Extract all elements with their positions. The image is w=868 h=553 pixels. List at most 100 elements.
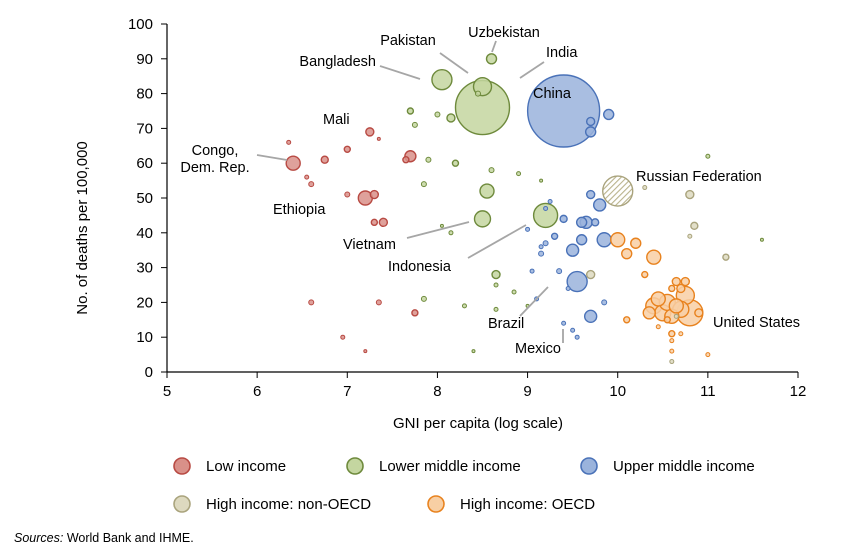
point-high-oecd xyxy=(621,247,633,260)
annotation-label: Mexico xyxy=(515,341,561,357)
point-high-oecd xyxy=(646,249,662,265)
annotation-leader xyxy=(519,286,549,317)
point-high-oecd xyxy=(630,237,642,249)
point-high-oecd xyxy=(642,306,656,320)
point-high-oecd xyxy=(655,324,661,330)
x-tick-label: 6 xyxy=(253,383,261,400)
point-high-non-oecd xyxy=(690,221,699,231)
y-tick-label: 20 xyxy=(136,294,153,311)
point-lower-middle xyxy=(479,183,495,199)
annotation-label: Ethiopia xyxy=(273,202,326,218)
annotation-labels: Pakistan Uzbekistan India Bangladesh China Ma… xyxy=(180,25,800,357)
point-low xyxy=(378,217,389,228)
point-high-oecd xyxy=(668,298,685,314)
point-upper-middle xyxy=(526,74,601,148)
point-high-oecd xyxy=(678,331,684,337)
legend-marker-high-non-oecd xyxy=(173,495,191,513)
point-lower-middle xyxy=(511,289,517,295)
point-high-non-oecd xyxy=(722,253,730,261)
annotation-label: Congo, xyxy=(192,143,239,159)
data-points xyxy=(285,53,764,365)
point-low xyxy=(376,136,381,141)
point-high-oecd xyxy=(680,276,691,287)
point-high-oecd xyxy=(641,270,649,279)
point-high-oecd xyxy=(671,276,682,287)
point-lower-middle xyxy=(488,167,495,174)
point-upper-middle xyxy=(592,198,607,212)
point-lower-middle xyxy=(451,159,460,167)
point-upper-middle xyxy=(525,226,531,232)
point-high-non-oecd xyxy=(673,313,679,319)
point-high-oecd xyxy=(669,338,675,344)
y-tick-label: 40 xyxy=(136,225,153,242)
point-upper-middle xyxy=(570,327,576,333)
point-low xyxy=(286,139,292,145)
point-high-non-oecd xyxy=(642,185,648,191)
point-upper-middle xyxy=(575,234,588,246)
point-lower-middle xyxy=(434,111,441,118)
point-low xyxy=(402,156,410,164)
y-axis-ticks: 0 10 20 30 40 50 60 70 80 90 100 xyxy=(128,16,167,381)
point-low xyxy=(340,334,346,340)
point-upper-middle xyxy=(538,244,544,250)
y-axis-label: No. of deaths per 100,000 xyxy=(74,141,91,314)
y-tick-label: 10 xyxy=(136,329,153,346)
point-low xyxy=(285,155,301,171)
point-upper-middle xyxy=(574,334,580,340)
point-upper-middle xyxy=(583,309,598,324)
point-lower-middle xyxy=(485,53,498,65)
annotation-label: Mali xyxy=(323,112,350,128)
legend-label: Low income xyxy=(206,458,286,475)
y-tick-label: 30 xyxy=(136,260,153,277)
x-tick-label: 7 xyxy=(343,383,351,400)
point-low xyxy=(369,189,380,200)
point-lower-middle xyxy=(759,237,764,242)
point-lower-middle xyxy=(431,68,453,91)
x-axis-label: GNI per capita (log scale) xyxy=(393,415,563,432)
y-tick-label: 100 xyxy=(128,16,153,33)
point-high-oecd xyxy=(610,232,626,248)
annotation-label: Bangladesh xyxy=(299,54,376,70)
point-low xyxy=(363,349,368,354)
point-high-oecd xyxy=(669,348,675,354)
point-lower-middle xyxy=(516,171,522,177)
point-low xyxy=(375,299,382,306)
annotation-label: Russian Federation xyxy=(636,169,762,185)
axes xyxy=(166,24,798,373)
point-upper-middle xyxy=(547,198,553,204)
x-tick-label: 9 xyxy=(523,383,531,400)
point-upper-middle xyxy=(543,205,549,211)
point-upper-middle xyxy=(585,189,596,200)
point-low xyxy=(411,309,419,317)
point-high-non-oecd xyxy=(602,175,634,207)
point-upper-middle xyxy=(596,232,612,248)
point-high-oecd xyxy=(650,291,666,307)
point-lower-middle xyxy=(420,295,427,302)
source-note: Sources: World Bank and IHME. xyxy=(14,531,194,545)
annotation-leader xyxy=(467,224,527,259)
point-low xyxy=(308,299,315,306)
point-lower-middle xyxy=(420,181,427,188)
annotation-leader xyxy=(256,154,288,161)
point-upper-middle xyxy=(601,299,608,306)
point-upper-middle xyxy=(550,232,559,240)
point-lower-middle xyxy=(539,178,544,183)
point-upper-middle xyxy=(603,108,615,121)
annotation-leader xyxy=(491,40,497,53)
point-high-oecd xyxy=(663,316,671,324)
annotation-label: Dem. Rep. xyxy=(180,160,249,176)
point-upper-middle xyxy=(561,320,567,326)
point-high-non-oecd xyxy=(687,233,693,239)
point-lower-middle xyxy=(411,121,418,128)
point-low xyxy=(344,191,351,198)
point-upper-middle xyxy=(556,268,563,275)
annotation-label: China xyxy=(533,86,572,102)
point-lower-middle xyxy=(439,223,444,228)
y-tick-label: 50 xyxy=(136,190,153,207)
source-text: World Bank and IHME. xyxy=(63,531,194,545)
point-lower-middle xyxy=(493,282,499,288)
point-lower-middle xyxy=(448,230,454,236)
legend-marker-low xyxy=(173,457,191,475)
point-high-oecd xyxy=(694,308,704,318)
